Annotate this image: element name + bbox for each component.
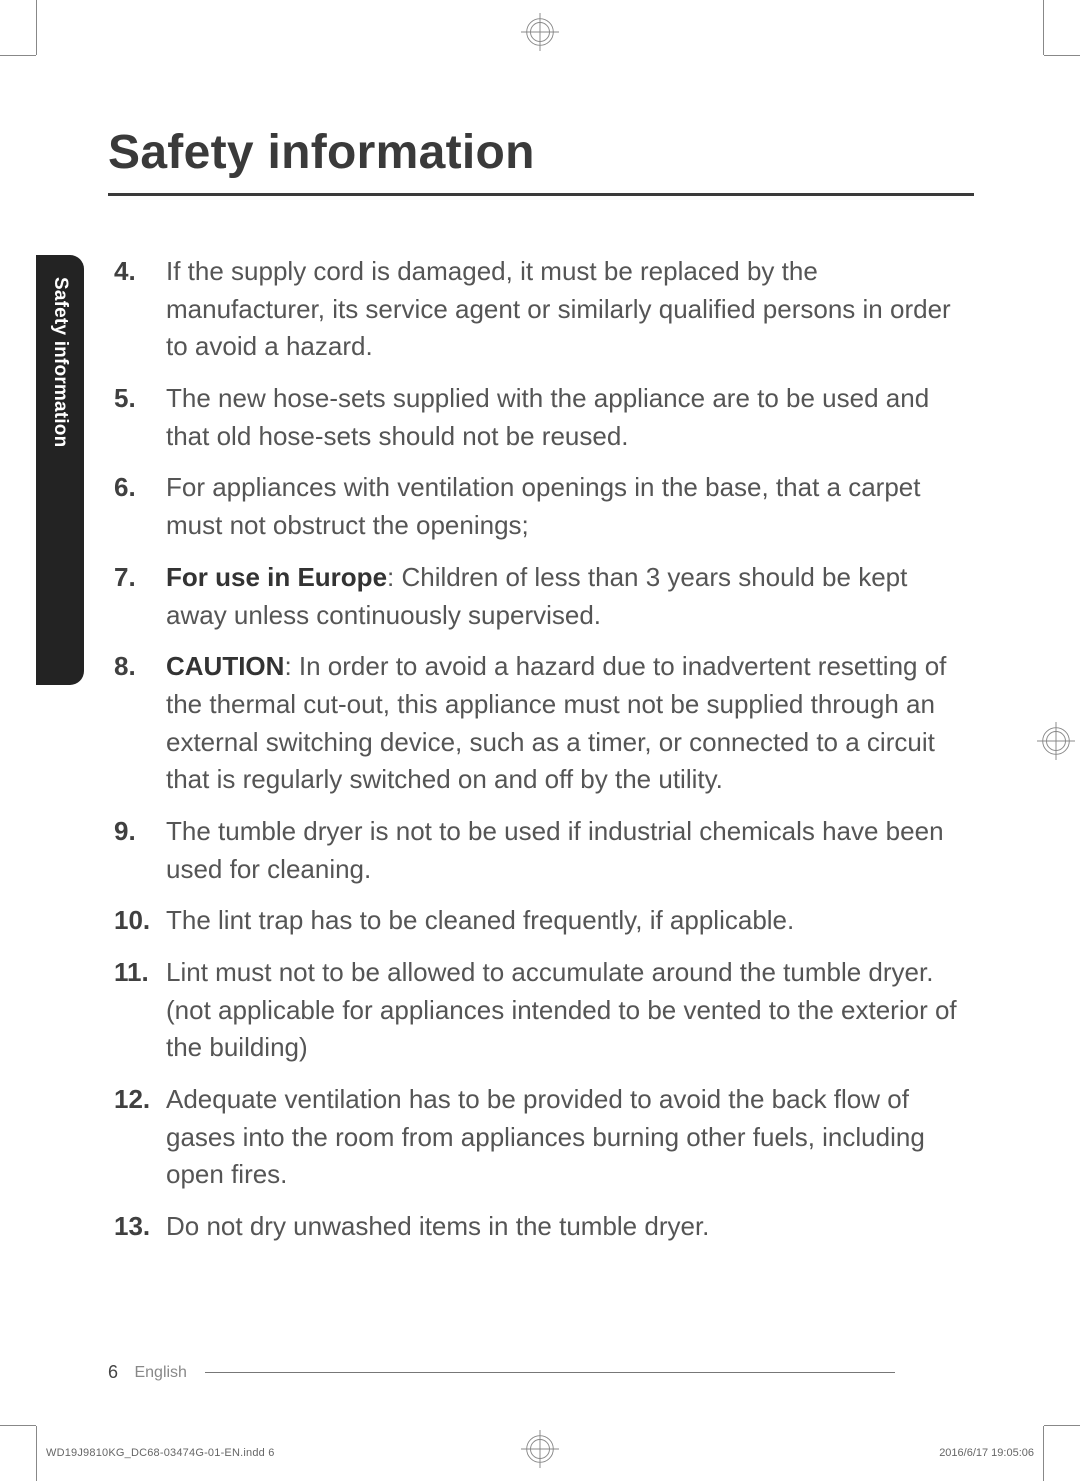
list-text: The new hose-sets supplied with the appl… (166, 380, 974, 455)
crop-mark (1044, 1425, 1080, 1426)
list-bold: For use in Europe (166, 562, 387, 592)
list-text: CAUTION: In order to avoid a hazard due … (166, 648, 974, 799)
list-item: 9. The tumble dryer is not to be used if… (114, 813, 974, 888)
list-text: Adequate ventilation has to be provided … (166, 1081, 974, 1194)
section-tab: Safety information (36, 255, 84, 685)
page-language: English (134, 1364, 186, 1382)
list-number: 7. (114, 559, 166, 634)
list-text: Do not dry unwashed items in the tumble … (166, 1208, 974, 1246)
crop-mark (0, 55, 36, 56)
crop-mark (1044, 55, 1080, 56)
section-tab-label: Safety information (49, 277, 71, 447)
crop-mark (0, 1425, 36, 1426)
registration-mark-icon (521, 1430, 559, 1468)
crop-mark (1043, 0, 1044, 55)
list-item: 12. Adequate ventilation has to be provi… (114, 1081, 974, 1194)
list-item: 11. Lint must not to be allowed to accum… (114, 954, 974, 1067)
list-text: The tumble dryer is not to be used if in… (166, 813, 974, 888)
registration-mark-icon (521, 13, 559, 51)
print-slug-filename: WD19J9810KG_DC68-03474G-01-EN.indd 6 (46, 1447, 275, 1459)
list-text: Lint must not to be allowed to accumulat… (166, 954, 974, 1067)
list-number: 10. (114, 902, 166, 940)
crop-mark (36, 1426, 37, 1481)
list-text: If the supply cord is damaged, it must b… (166, 253, 974, 366)
list-number: 8. (114, 648, 166, 799)
list-item: 13. Do not dry unwashed items in the tum… (114, 1208, 974, 1246)
page-footer: 6 English (108, 1362, 974, 1382)
list-text: The lint trap has to be cleaned frequent… (166, 902, 974, 940)
list-item: 6. For appliances with ventilation openi… (114, 469, 974, 544)
title-underline (108, 193, 974, 196)
list-number: 12. (114, 1081, 166, 1194)
list-rest: : In order to avoid a hazard due to inad… (166, 651, 946, 794)
list-item: 7. For use in Europe: Children of less t… (114, 559, 974, 634)
list-item: 10. The lint trap has to be cleaned freq… (114, 902, 974, 940)
list-item: 4. If the supply cord is damaged, it mus… (114, 253, 974, 366)
page-title: Safety information (108, 125, 535, 180)
list-number: 6. (114, 469, 166, 544)
list-text: For use in Europe: Children of less than… (166, 559, 974, 634)
page-number: 6 (108, 1362, 118, 1383)
page-content: Safety information Safety information 4.… (36, 55, 1044, 1426)
list-item: 8. CAUTION: In order to avoid a hazard d… (114, 648, 974, 799)
list-bold: CAUTION (166, 651, 284, 681)
list-number: 9. (114, 813, 166, 888)
crop-mark (1043, 1426, 1044, 1481)
list-number: 13. (114, 1208, 166, 1246)
list-text: For appliances with ventilation openings… (166, 469, 974, 544)
list-number: 5. (114, 380, 166, 455)
print-slug-timestamp: 2016/6/17 19:05:06 (939, 1447, 1034, 1459)
safety-list: 4. If the supply cord is damaged, it mus… (114, 253, 974, 1260)
list-item: 5. The new hose-sets supplied with the a… (114, 380, 974, 455)
list-number: 11. (114, 954, 166, 1067)
crop-mark (36, 0, 37, 55)
footer-rule (205, 1372, 895, 1373)
list-number: 4. (114, 253, 166, 366)
